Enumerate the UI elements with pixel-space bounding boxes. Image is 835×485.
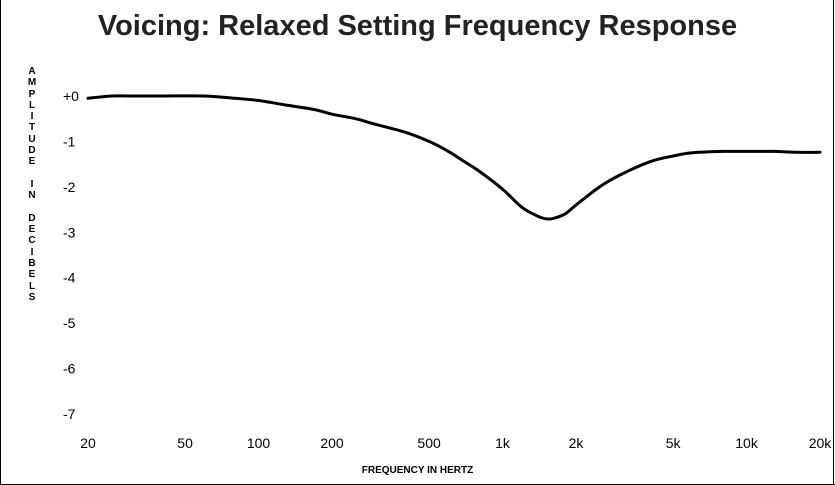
y-tick-labels: +0 -1 -2 -3 -4 -5 -6 -7 <box>63 88 79 422</box>
x-tick-label: 50 <box>177 435 193 451</box>
x-tick-label: 1k <box>495 435 511 451</box>
y-tick-label: -1 <box>63 133 76 149</box>
x-tick-labels: 20 50 100 200 500 1k 2k 5k 10k 20k <box>80 435 832 451</box>
y-tick-label: +0 <box>63 88 79 104</box>
frame-left-border <box>0 0 1 485</box>
x-axis-label: FREQUENCY IN HERTZ <box>361 465 474 476</box>
x-tick-label: 20k <box>809 435 833 451</box>
frame-right-border <box>833 0 834 485</box>
y-tick-label: -6 <box>63 361 76 377</box>
x-tick-label: 200 <box>320 435 344 451</box>
x-tick-label: 10k <box>735 435 759 451</box>
y-tick-label: -7 <box>63 406 76 422</box>
x-tick-label: 5k <box>666 435 682 451</box>
x-tick-label: 100 <box>247 435 271 451</box>
chart-title: Voicing: Relaxed Setting Frequency Respo… <box>97 10 738 42</box>
x-tick-label: 2k <box>569 435 585 451</box>
x-tick-label: 20 <box>80 435 96 451</box>
series-line-frequency-response <box>86 94 822 221</box>
x-tick-label: 500 <box>417 435 441 451</box>
y-tick-label: -4 <box>63 270 76 286</box>
y-tick-label: -2 <box>63 179 76 195</box>
y-tick-label: -5 <box>63 315 76 331</box>
y-tick-label: -3 <box>63 224 76 240</box>
